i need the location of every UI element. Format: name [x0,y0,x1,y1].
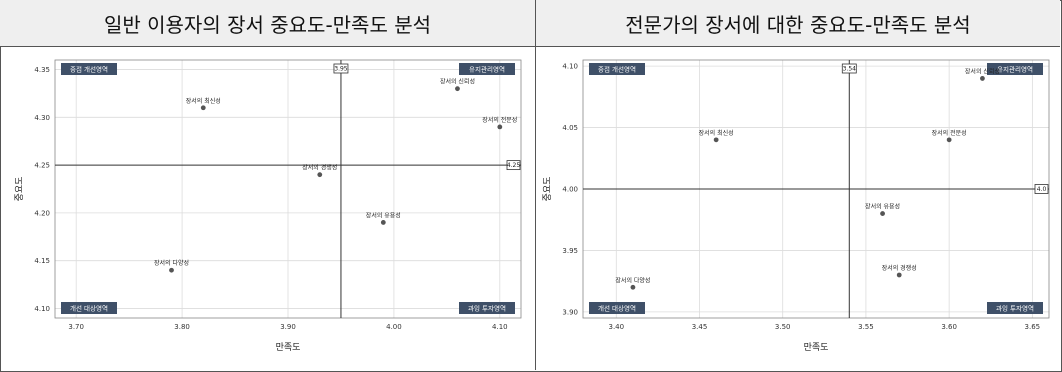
data-point [897,273,902,278]
y-tick-label: 4.30 [34,114,50,122]
data-point-label: 장서의 전문성 [482,116,517,124]
quadrant-label-bottom-right: 과잉 투자영역 [996,304,1034,313]
chart-title-right: 전문가의 장서에 대한 중요도-만족도 분석 [536,0,1060,47]
quadrant-label-top-left: 중점 개선영역 [70,65,108,74]
y-tick-label: 4.10 [34,305,50,313]
y-reference-label: 4.0 [1037,186,1047,193]
x-tick-label: 3.60 [941,323,957,331]
data-point [631,285,636,290]
data-point [317,172,322,177]
x-tick-label: 3.70 [68,323,84,331]
data-point [201,105,206,110]
data-point-label: 장서의 유용성 [865,203,900,211]
chart-title-left: 일반 이용자의 장서 중요도-만족도 분석 [0,0,536,47]
data-point-label: 장서의 유용성 [366,211,401,219]
chart-panel-right: 3.40 3.45 3.50 3.55 3.60 3.65 3.90 3.95 4.00 4.05… [536,47,1060,370]
x-tick-label: 3.65 [1025,323,1041,331]
y-axis-title: 중요도 [14,177,25,202]
quadrant-label-top-left: 중점 개선영역 [598,65,636,74]
data-point-label: 장서의 다양성 [154,259,189,267]
y-reference-label: 4.25 [507,162,521,169]
x-tick-label: 3.50 [775,323,791,331]
data-point-label: 장서의 최신성 [186,97,221,105]
quadrant-label-bottom-left: 개선 대상영역 [70,304,108,313]
y-tick-label: 4.10 [562,63,578,71]
x-axis-title: 만족도 [804,342,829,353]
y-tick-label: 3.90 [562,308,578,316]
scatter-plot-left: 3.70 3.80 3.90 4.00 4.10 4.10 4.15 4.20 4.25 4.30… [0,47,535,370]
quadrant-label-bottom-right: 과잉 투자영역 [468,304,506,313]
x-tick-label: 3.80 [174,323,190,331]
data-point [381,220,386,225]
x-axis-title: 만족도 [276,342,301,353]
data-point-label: 장서의 전문성 [932,129,967,137]
data-point-label: 장서의 신뢰성 [965,67,1000,75]
x-reference-label: 3.95 [334,66,348,73]
x-tick-label: 3.40 [608,323,624,331]
y-axis-title: 중요도 [542,177,553,202]
data-point [947,137,952,142]
y-tick-label: 4.05 [562,124,578,132]
data-point-label: 장서의 다양성 [615,276,650,284]
x-tick-label: 4.10 [492,323,508,331]
data-point-label: 장서의 신뢰성 [440,78,475,86]
x-tick-label: 4.00 [386,323,402,331]
data-point [169,268,174,273]
quadrant-label-bottom-left: 개선 대상영역 [598,304,636,313]
data-point-label: 장서의 최신성 [699,129,734,137]
scatter-plot-right: 3.40 3.45 3.50 3.55 3.60 3.65 3.90 3.95 4.00 4.05… [536,47,1060,370]
y-tick-label: 4.20 [34,209,50,217]
y-tick-label: 4.00 [562,186,578,194]
x-tick-label: 3.45 [692,323,708,331]
y-tick-label: 4.35 [34,66,50,74]
data-point [497,124,502,129]
x-tick-label: 3.90 [280,323,296,331]
quadrant-label-top-right: 유지관리영역 [469,65,505,74]
data-point [880,211,885,216]
y-tick-label: 3.95 [562,247,578,255]
y-tick-label: 4.15 [34,257,50,265]
x-reference-label: 3.54 [843,66,857,73]
y-tick-label: 4.25 [34,162,50,170]
data-point [455,86,460,91]
data-point-label: 장서의 경쟁성 [302,164,337,172]
chart-panel-left: 3.70 3.80 3.90 4.00 4.10 4.10 4.15 4.20 4.25 4.30… [0,47,536,370]
x-tick-label: 3.55 [858,323,874,331]
data-point [714,137,719,142]
quadrant-label-top-right: 유지관리영역 [997,65,1033,74]
data-point-label: 장서의 경쟁성 [882,264,917,272]
data-point [980,76,985,81]
